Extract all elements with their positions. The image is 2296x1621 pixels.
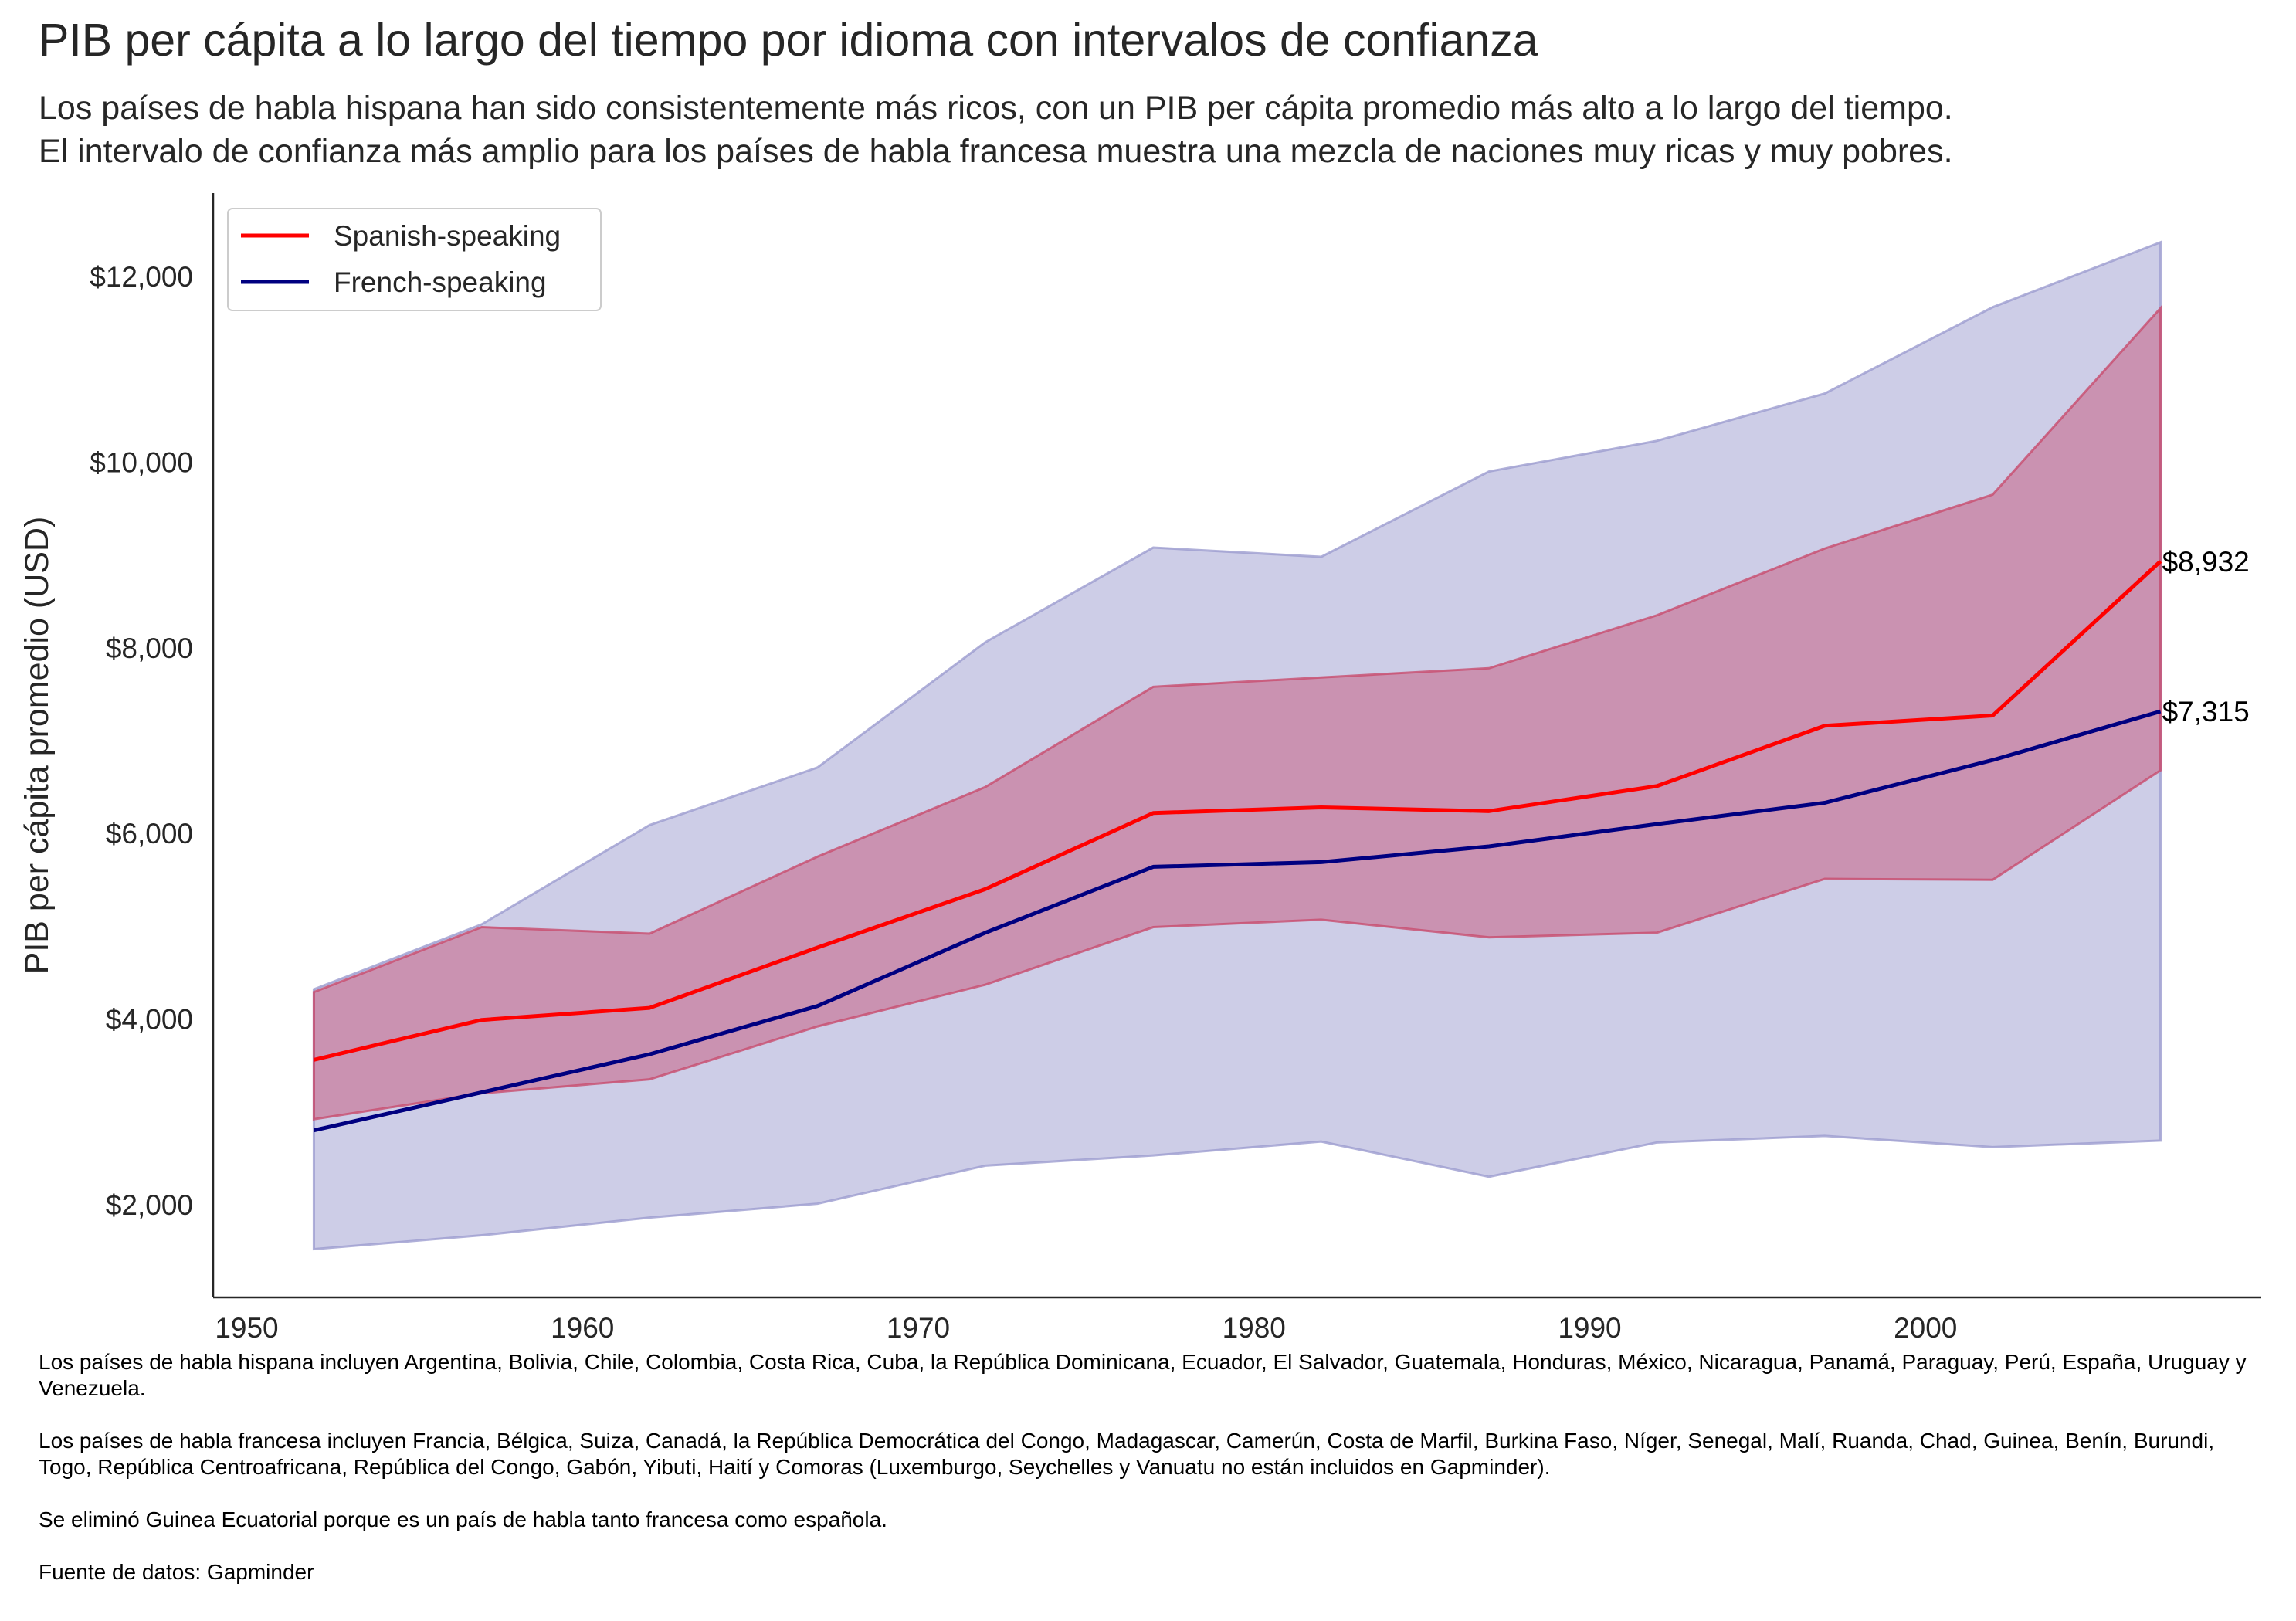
subtitle-line-1: Los países de habla hispana han sido con… — [39, 90, 1953, 127]
note-source: Fuente de datos: Gapminder — [39, 1560, 314, 1584]
chart-title: PIB per cápita a lo largo del tiempo por… — [39, 15, 1538, 66]
note-french-countries: Los países de habla francesa incluyen Fr… — [39, 1429, 2215, 1479]
series-line-french — [313, 709, 2162, 1133]
y-tick-label: $12,000 — [90, 261, 193, 293]
y-axis-label: PIB per cápita promedio (USD) — [19, 517, 56, 975]
y-tick-label: $2,000 — [106, 1189, 193, 1221]
series-line-spanish — [313, 559, 2162, 1062]
x-tick-label: 2000 — [1894, 1312, 1957, 1344]
footnotes: Los países de habla hispana incluyen Arg… — [39, 1349, 2263, 1612]
y-tick-labels: $2,000 $4,000 $6,000 $8,000 $10,000 $12,000 — [90, 261, 193, 1221]
ci-band-french — [312, 240, 2162, 1251]
end-label-spanish: $8,932 — [2162, 546, 2250, 578]
x-tick-label: 1960 — [551, 1312, 614, 1344]
end-label-french: $7,315 — [2162, 696, 2250, 727]
gdp-line-chart: 1950 1960 1970 1980 1990 2000 $2,000 $4,000 $6,… — [19, 193, 2261, 1344]
y-tick-label: $4,000 — [106, 1003, 193, 1035]
legend-label-french: French-speaking — [334, 266, 547, 298]
note-equatorial-guinea: Se eliminó Guinea Ecuatorial porque es u… — [39, 1507, 887, 1531]
chart-subtitle: Los países de habla hispana han sido con… — [39, 86, 1953, 173]
y-tick-label: $8,000 — [106, 632, 193, 664]
x-tick-labels: 1950 1960 1970 1980 1990 2000 — [215, 1312, 1957, 1344]
legend: Spanish-speaking French-speaking — [227, 208, 602, 311]
note-spanish-countries: Los países de habla hispana incluyen Arg… — [39, 1350, 2247, 1400]
confidence-bands — [312, 240, 2162, 1251]
end-labels: $7,315 $8,932 — [2162, 546, 2250, 727]
x-tick-label: 1990 — [1558, 1312, 1621, 1344]
ci-band-spanish — [312, 305, 2162, 1121]
series-lines — [313, 559, 2162, 1133]
subtitle-line-2: El intervalo de confianza más amplio par… — [39, 133, 1953, 170]
legend-box — [227, 208, 602, 311]
y-tick-label: $6,000 — [106, 818, 193, 849]
y-tick-label: $10,000 — [90, 446, 193, 478]
legend-label-spanish: Spanish-speaking — [334, 220, 561, 252]
axes — [212, 193, 2261, 1299]
x-tick-label: 1950 — [215, 1312, 278, 1344]
x-tick-label: 1970 — [887, 1312, 950, 1344]
x-tick-label: 1980 — [1223, 1312, 1286, 1344]
